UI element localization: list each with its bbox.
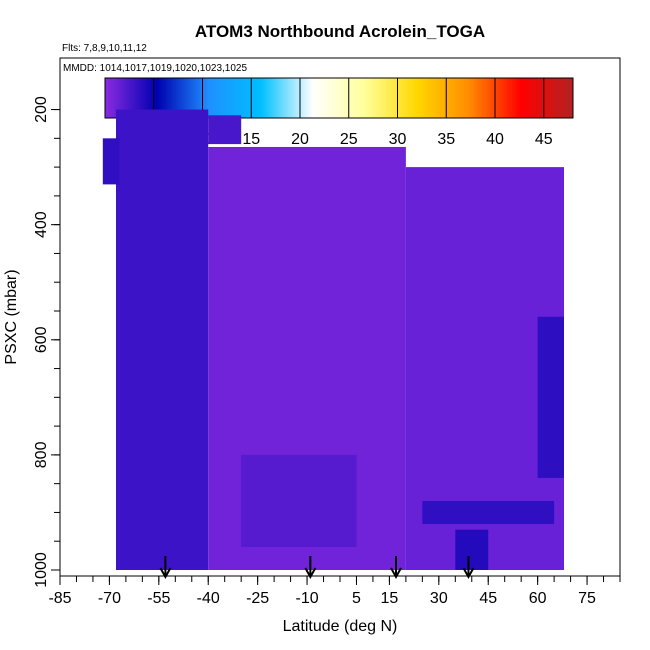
x-tick-label: 15 bbox=[381, 590, 399, 607]
y-tick-label: 600 bbox=[33, 326, 50, 353]
y-axis-title: PSXC (mbar) bbox=[3, 269, 20, 364]
y-axis: 200 400 600 800 1000 bbox=[33, 96, 60, 588]
arrow-head bbox=[304, 567, 317, 580]
x-tick-label: -85 bbox=[48, 590, 71, 607]
y-tick-label: 1000 bbox=[33, 552, 50, 588]
arrows bbox=[159, 556, 475, 580]
colorbar-tick-label: 20 bbox=[291, 131, 309, 148]
arrow-head bbox=[462, 567, 475, 580]
heatmap-cell bbox=[116, 109, 209, 571]
colorbar-tick-label: 30 bbox=[389, 131, 407, 148]
x-tick-label: 30 bbox=[430, 590, 448, 607]
y-tick-label: 800 bbox=[33, 441, 50, 468]
x-tick-label: -25 bbox=[246, 590, 269, 607]
x-axis-title: Latitude (deg N) bbox=[283, 618, 398, 635]
x-axis: -85 -70 -55 -40 -25 -10 5 15 30 45 60 75 bbox=[48, 576, 621, 607]
x-tick-label: 45 bbox=[479, 590, 497, 607]
colorbar-tick-label: 25 bbox=[340, 131, 358, 148]
chart-title: ATOM3 Northbound Acrolein_TOGA bbox=[195, 22, 485, 41]
x-tick-label: -70 bbox=[98, 590, 121, 607]
x-tick-label: 60 bbox=[529, 590, 547, 607]
dates-note: MMDD: 1014,1017,1019,1020,1023,1025 bbox=[63, 63, 247, 74]
x-tick-label: -55 bbox=[147, 590, 170, 607]
x-tick-label: 75 bbox=[578, 590, 596, 607]
y-tick-label: 400 bbox=[33, 211, 50, 238]
colorbar-tick-label: 40 bbox=[486, 131, 504, 148]
x-tick-label: 5 bbox=[352, 590, 361, 607]
x-tick-label: -40 bbox=[197, 590, 220, 607]
arrow-head bbox=[159, 567, 172, 580]
heatmap-cell bbox=[208, 115, 242, 145]
flights-note: Flts: 7,8,9,10,11,12 bbox=[62, 43, 147, 54]
heatmap-cell bbox=[241, 454, 357, 547]
heatmap-cell bbox=[537, 316, 564, 478]
heatmap-cell bbox=[102, 138, 120, 185]
heatmap-cell bbox=[455, 529, 489, 570]
heatmap-cells bbox=[102, 109, 564, 571]
y-tick-label: 200 bbox=[33, 96, 50, 123]
heatmap-cell bbox=[422, 500, 555, 524]
colorbar-tick-label: 45 bbox=[535, 131, 553, 148]
arrow-head bbox=[390, 567, 402, 580]
x-tick-label: -10 bbox=[295, 590, 318, 607]
colorbar-tick-label: 15 bbox=[242, 131, 260, 148]
colorbar-tick-label: 35 bbox=[437, 131, 455, 148]
